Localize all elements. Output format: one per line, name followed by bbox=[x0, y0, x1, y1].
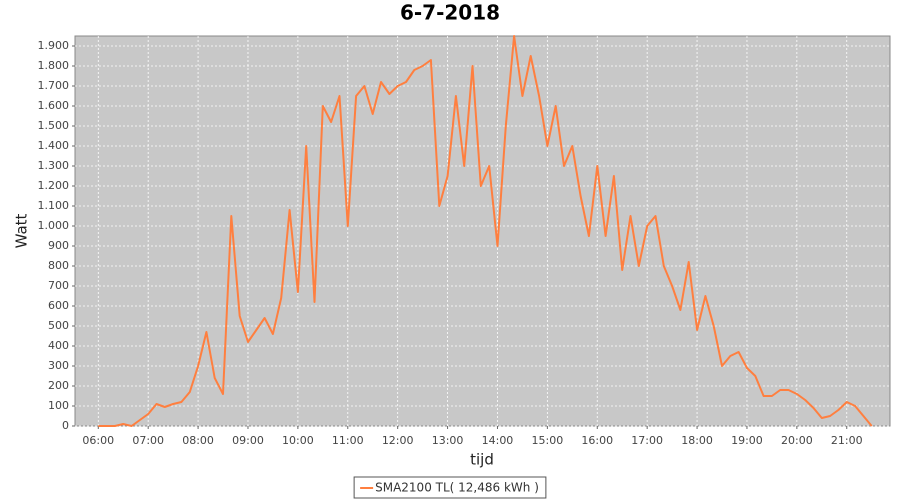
y-tick-label: 1.500 bbox=[38, 119, 70, 132]
y-tick-label: 800 bbox=[48, 259, 69, 272]
y-tick-label: 1.000 bbox=[38, 219, 70, 232]
y-tick-label: 1.100 bbox=[38, 199, 70, 212]
x-tick-label: 20:00 bbox=[781, 434, 813, 447]
y-tick-label: 1.300 bbox=[38, 159, 70, 172]
chart-title: 6-7-2018 bbox=[400, 1, 500, 25]
x-tick-label: 17:00 bbox=[631, 434, 663, 447]
x-axis-title: tijd bbox=[470, 451, 494, 469]
legend-box bbox=[353, 476, 547, 499]
data-line bbox=[98, 35, 873, 427]
x-tick-label: 13:00 bbox=[432, 434, 464, 447]
y-tick-label: 400 bbox=[48, 339, 69, 352]
y-tick-label: 1.700 bbox=[38, 79, 70, 92]
y-tick-label: 700 bbox=[48, 279, 69, 292]
x-tick-label: 16:00 bbox=[581, 434, 613, 447]
x-tick-label: 06:00 bbox=[82, 434, 114, 447]
y-axis-title: Watt bbox=[13, 213, 31, 248]
x-tick-label: 14:00 bbox=[482, 434, 514, 447]
y-tick-label: 1.400 bbox=[38, 139, 70, 152]
y-tick-label: 1.900 bbox=[38, 39, 70, 52]
x-tick-label: 18:00 bbox=[681, 434, 713, 447]
x-tick-label: 07:00 bbox=[132, 434, 164, 447]
y-tick-label: 0 bbox=[62, 419, 69, 432]
y-tick-label: 300 bbox=[48, 359, 69, 372]
x-tick-label: 12:00 bbox=[382, 434, 414, 447]
x-tick-label: 21:00 bbox=[831, 434, 863, 447]
x-tick-label: 19:00 bbox=[731, 434, 763, 447]
x-tick-label: 10:00 bbox=[282, 434, 314, 447]
y-tick-label: 900 bbox=[48, 239, 69, 252]
y-tick-label: 600 bbox=[48, 299, 69, 312]
legend-label: SMA2100 TL( 12,486 kWh ) bbox=[375, 481, 539, 495]
x-tick-label: 08:00 bbox=[182, 434, 214, 447]
x-tick-label: 09:00 bbox=[232, 434, 264, 447]
y-tick-label: 1.800 bbox=[38, 59, 70, 72]
y-tick-label: 1.200 bbox=[38, 179, 70, 192]
y-tick-label: 1.600 bbox=[38, 99, 70, 112]
y-tick-label: 200 bbox=[48, 379, 69, 392]
x-tick-label: 11:00 bbox=[332, 434, 364, 447]
y-tick-label: 100 bbox=[48, 399, 69, 412]
y-tick-label: 500 bbox=[48, 319, 69, 332]
x-tick-label: 15:00 bbox=[532, 434, 564, 447]
